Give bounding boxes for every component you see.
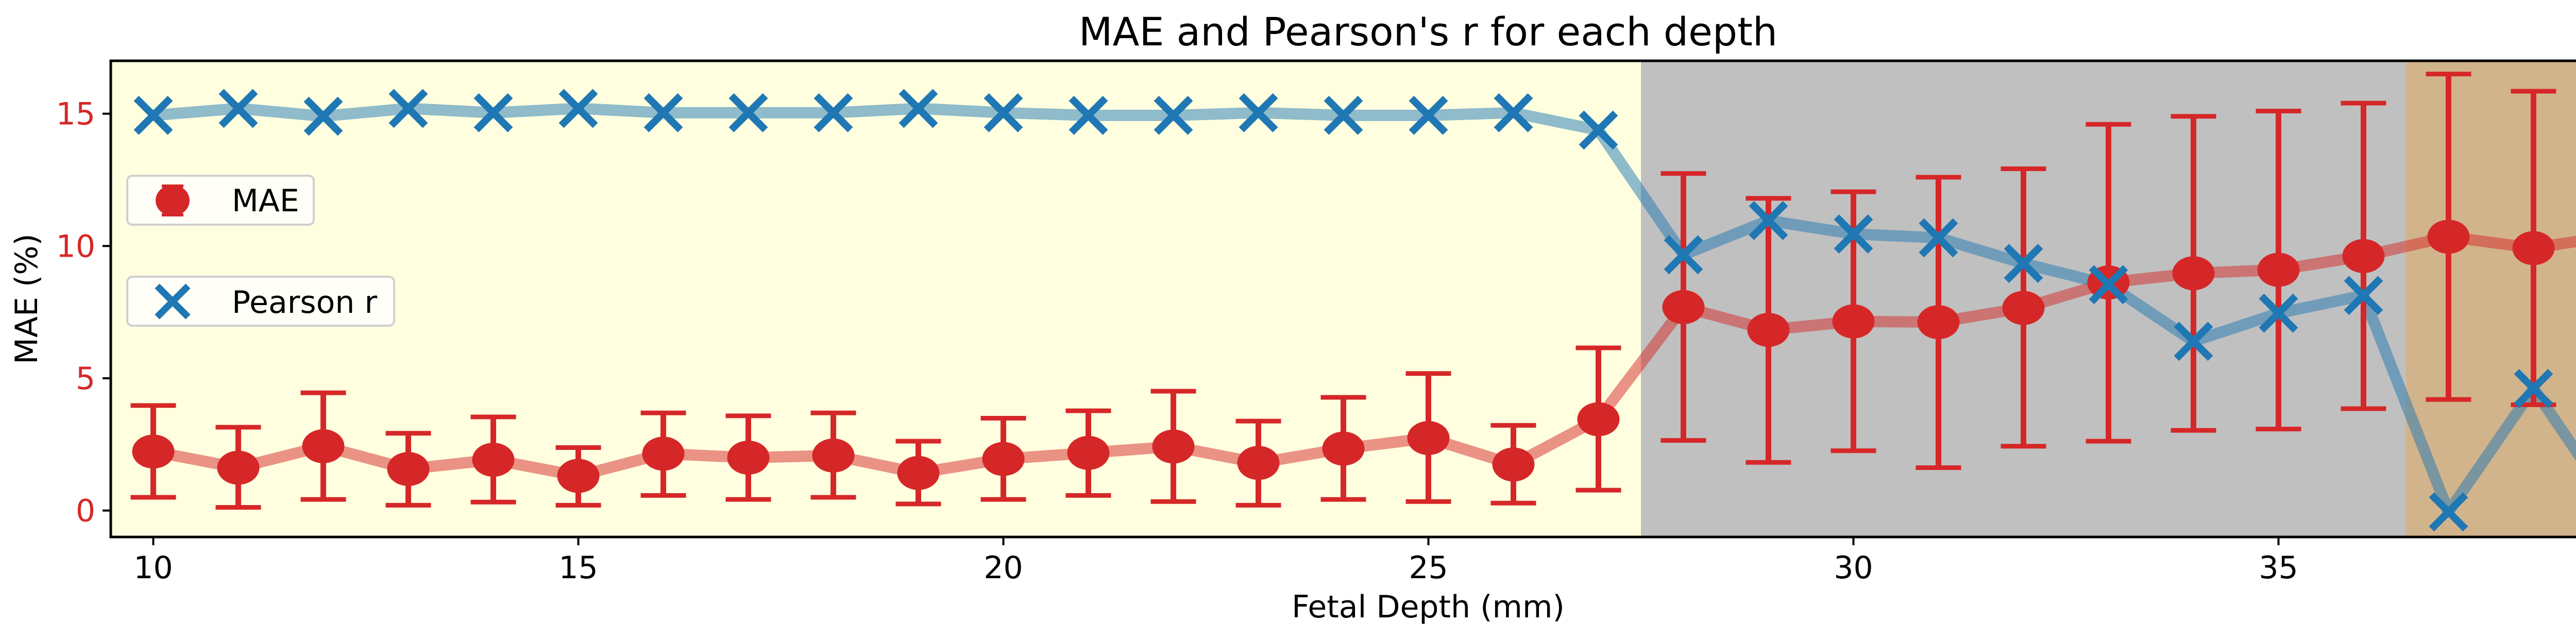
mae-marker [2172, 256, 2215, 291]
mae-marker [1492, 447, 1535, 482]
mae-marker [2342, 239, 2385, 273]
legend-item-mae: MAE [126, 175, 315, 226]
x-marker-icon [2429, 492, 2468, 532]
x-axis-label: Fetal Depth (mm) [1292, 589, 1565, 625]
legend-label-mae: MAE [232, 183, 299, 219]
y-tick-label: 5 [76, 361, 95, 397]
circle-errorbar-icon [156, 184, 190, 216]
x-marker-icon [2259, 293, 2298, 333]
y-axis-left-ticks: 0 5 10 15 [56, 96, 111, 529]
mae-marker [1577, 402, 1620, 436]
mae-marker [1322, 431, 1365, 466]
mae-marker [1662, 290, 1705, 324]
mae-marker [727, 441, 770, 475]
mae-marker [812, 438, 855, 473]
mae-marker [1832, 304, 1875, 339]
x-marker-icon [1239, 93, 1278, 132]
x-tick-label: 25 [1409, 550, 1448, 586]
mae-marker [1917, 305, 1960, 340]
x-marker-icon [388, 89, 428, 128]
legend-label-pearson: Pearson r [232, 284, 377, 321]
x-marker-icon [1749, 201, 1788, 240]
x-marker-icon [2174, 322, 2213, 361]
y-tick-label: 0 [76, 493, 95, 529]
x-marker-icon [899, 89, 938, 128]
mae-marker [557, 459, 600, 493]
mae-marker [1407, 421, 1450, 456]
x-marker-icon [814, 93, 853, 132]
mae-marker [1237, 446, 1280, 480]
x-marker-icon [2089, 265, 2128, 305]
x-marker-icon [728, 93, 768, 132]
x-axis-ticks: 10152025303540 [133, 537, 2298, 586]
x-marker-icon [2004, 244, 2043, 283]
mae-marker [1152, 429, 1195, 464]
y-axis-left-label: MAE (%) [9, 233, 45, 364]
x-marker-icon [643, 93, 683, 132]
pearson-markers [133, 89, 2553, 532]
mae-marker [1067, 435, 1110, 470]
legend-item-pearson: Pearson r [126, 276, 395, 327]
x-marker-icon [1664, 235, 1703, 275]
y-tick-label: 10 [56, 228, 95, 264]
x-tick-label: 15 [558, 550, 598, 586]
mae-marker [642, 436, 685, 471]
y-tick-label: 15 [56, 96, 95, 132]
x-marker-icon [1494, 93, 1533, 132]
mae-marker [2002, 291, 2045, 325]
x-marker-icon [1154, 95, 1193, 135]
mae-marker [2512, 231, 2555, 265]
mae-marker [472, 443, 515, 477]
legend-circle [156, 185, 190, 216]
x-marker-icon [1919, 218, 1958, 258]
x-marker-icon [984, 93, 1023, 132]
mae-marker [217, 450, 260, 485]
x-marker-icon [558, 89, 598, 128]
mae-marker [2427, 220, 2470, 254]
x-marker-icon [1834, 214, 1873, 254]
x-marker-icon [1579, 110, 1618, 150]
x-marker-icon [133, 95, 173, 135]
mae-marker [2257, 253, 2300, 287]
mae-marker [982, 442, 1025, 476]
x-marker-icon [1324, 95, 1363, 135]
x-tick-label: 30 [1834, 550, 1873, 586]
x-tick-label: 10 [133, 550, 173, 586]
mae-marker [1747, 313, 1790, 347]
mae-marker [132, 434, 175, 469]
legend-x [155, 283, 191, 320]
x-marker-icon [1409, 95, 1448, 135]
x-marker-icon [473, 93, 513, 132]
x-marker-icon [303, 96, 343, 136]
legend: MAE Pearson r [126, 175, 395, 327]
x-marker-icon [1069, 95, 1108, 135]
mae-marker [897, 456, 940, 490]
chart-title: MAE and Pearson's r for each depth [1079, 9, 1777, 55]
x-marker-icon [155, 283, 191, 320]
x-marker-icon [218, 89, 258, 128]
x-marker-icon [2344, 276, 2383, 315]
mae-marker [387, 452, 430, 486]
x-marker-icon [2514, 368, 2553, 408]
mae-marker [302, 429, 345, 463]
x-tick-label: 20 [984, 550, 1023, 586]
x-tick-label: 35 [2259, 550, 2298, 586]
